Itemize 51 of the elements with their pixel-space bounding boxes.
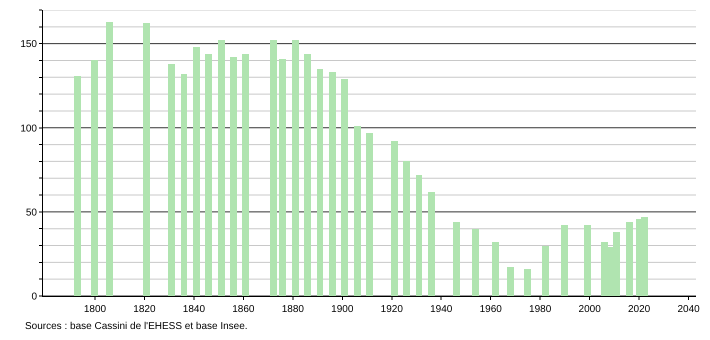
bar	[403, 161, 410, 296]
x-tick-label: 1940	[430, 304, 453, 315]
bar	[230, 57, 237, 296]
x-tick-label: 1960	[480, 304, 502, 315]
bar	[341, 79, 348, 296]
bar	[292, 40, 299, 296]
bar	[354, 126, 361, 296]
bar	[507, 267, 514, 296]
bar	[143, 23, 150, 296]
x-tick-label: 1980	[529, 304, 552, 315]
x-tick-label: 1920	[380, 304, 404, 315]
x-tick-label: 2000	[578, 304, 602, 315]
bar	[181, 74, 187, 296]
bar	[428, 192, 435, 296]
bar	[584, 225, 591, 296]
bar	[205, 54, 212, 296]
bar	[242, 54, 249, 296]
bar	[472, 229, 479, 296]
y-tick-label: 100	[20, 123, 38, 134]
bar	[304, 54, 311, 296]
bar	[366, 133, 373, 296]
x-tick-label: 1800	[84, 304, 106, 315]
x-tick-label: 1840	[182, 304, 206, 315]
bar	[329, 72, 336, 296]
bar	[453, 222, 460, 296]
bar	[193, 47, 200, 296]
x-tick-label: 2020	[628, 304, 651, 315]
bar	[168, 64, 175, 296]
bar	[91, 60, 98, 296]
x-tick-label: 2040	[677, 304, 700, 315]
bar	[106, 22, 113, 296]
y-tick-label: 150	[20, 39, 38, 50]
bar	[492, 242, 499, 296]
x-tick-label: 1860	[232, 304, 255, 315]
y-tick-label: 0	[31, 292, 38, 302]
bar	[542, 246, 549, 296]
bar	[74, 76, 81, 296]
bar	[218, 40, 225, 296]
bar	[561, 225, 568, 296]
x-tick-label: 1880	[282, 304, 304, 315]
bar	[416, 175, 422, 296]
x-tick-label: 1900	[331, 304, 354, 315]
y-tick-label: 50	[26, 207, 38, 218]
bar	[279, 59, 286, 296]
x-tick-label: 1820	[133, 304, 156, 315]
bar	[270, 40, 277, 296]
bar	[317, 69, 323, 296]
bar	[626, 222, 633, 296]
bar	[524, 269, 531, 296]
bar	[391, 141, 398, 296]
source-note: Sources : base Cassini de l'EHESS et base Insee.	[25, 321, 248, 332]
